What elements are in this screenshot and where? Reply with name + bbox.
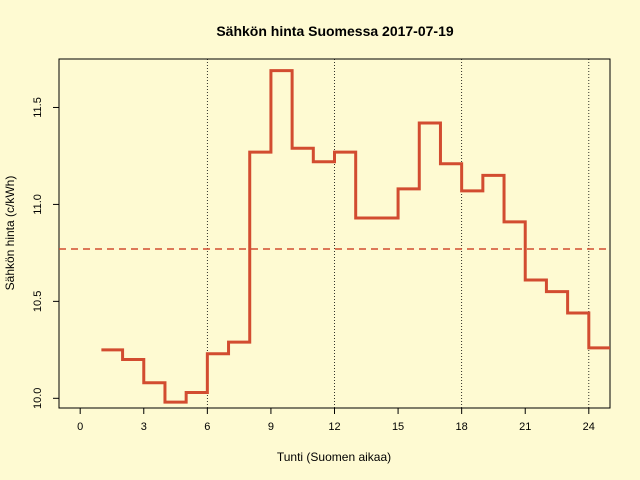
vertical-gridlines (206, 59, 590, 408)
x-tick-label-0: 0 (77, 421, 83, 433)
x-axis: 0 3 6 9 12 15 18 21 24 (77, 408, 595, 433)
x-tick-label-24: 24 (583, 421, 595, 433)
price-step-line (101, 69, 610, 404)
x-tick-label-21: 21 (519, 421, 531, 433)
x-tick-label-18: 18 (456, 421, 468, 433)
y-tick-label-0: 10.0 (32, 388, 44, 409)
y-tick-label-3: 11.5 (32, 97, 44, 118)
series-layer (101, 69, 610, 404)
y-tick-label-1: 10.5 (32, 291, 44, 312)
x-tick-label-12: 12 (328, 421, 340, 433)
x-tick-label-6: 6 (204, 421, 210, 433)
x-tick-label-9: 9 (268, 421, 274, 433)
x-tick-label-3: 3 (141, 421, 147, 433)
chart-title: Sähkön hinta Suomessa 2017-07-19 (216, 23, 454, 39)
y-axis-title: Sähkön hinta (c/kWh) (3, 176, 17, 291)
y-tick-label-2: 11.0 (32, 194, 44, 215)
x-axis-title: Tunti (Suomen aikaa) (277, 450, 391, 464)
x-tick-label-15: 15 (392, 421, 404, 433)
y-axis: 10.0 10.5 11.0 11.5 (32, 97, 59, 409)
